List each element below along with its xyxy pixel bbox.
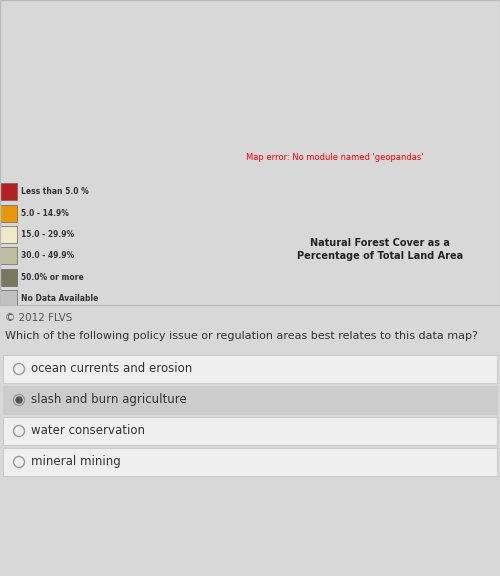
Text: Map error: No module named 'geopandas': Map error: No module named 'geopandas': [246, 153, 424, 162]
FancyBboxPatch shape: [0, 204, 17, 222]
Text: Less than 5.0 %: Less than 5.0 %: [21, 187, 89, 196]
FancyBboxPatch shape: [0, 290, 17, 307]
Text: mineral mining: mineral mining: [31, 456, 121, 468]
FancyBboxPatch shape: [0, 226, 17, 243]
Text: water conservation: water conservation: [31, 425, 145, 438]
FancyBboxPatch shape: [3, 355, 497, 383]
FancyBboxPatch shape: [3, 386, 497, 414]
FancyBboxPatch shape: [0, 248, 17, 264]
Text: Natural Forest Cover as a
Percentage of Total Land Area: Natural Forest Cover as a Percentage of …: [297, 238, 464, 261]
Text: No Data Available: No Data Available: [21, 294, 98, 303]
FancyBboxPatch shape: [0, 183, 17, 200]
Text: 50.0% or more: 50.0% or more: [21, 273, 84, 282]
FancyBboxPatch shape: [3, 417, 497, 445]
Circle shape: [16, 397, 22, 403]
Text: slash and burn agriculture: slash and burn agriculture: [31, 393, 187, 407]
Text: ocean currents and erosion: ocean currents and erosion: [31, 362, 192, 376]
FancyBboxPatch shape: [3, 448, 497, 476]
Text: © 2012 FLVS: © 2012 FLVS: [5, 313, 72, 323]
FancyBboxPatch shape: [0, 269, 17, 286]
Text: 30.0 - 49.9%: 30.0 - 49.9%: [21, 252, 74, 260]
Text: Which of the following policy issue or regulation areas best relates to this dat: Which of the following policy issue or r…: [5, 331, 478, 341]
Text: 15.0 - 29.9%: 15.0 - 29.9%: [21, 230, 74, 239]
Text: 5.0 - 14.9%: 5.0 - 14.9%: [21, 209, 69, 218]
